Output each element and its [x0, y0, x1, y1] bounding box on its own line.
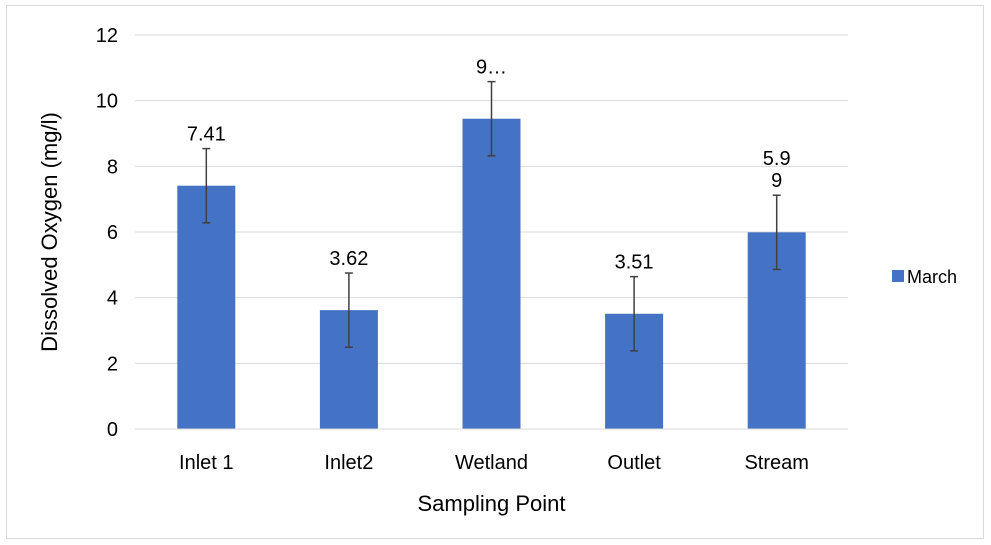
bars: [177, 118, 806, 429]
x-tick-label: Inlet 1: [179, 452, 233, 474]
legend-swatch: [892, 270, 904, 282]
data-label-line: 7.41: [187, 124, 226, 146]
error-bars: [202, 80, 781, 352]
data-label-line: 9…: [476, 57, 507, 79]
legend-label: March: [907, 267, 957, 287]
data-label-line: 5.9: [763, 148, 791, 170]
x-axis-title: Sampling Point: [418, 491, 566, 516]
legend: March: [892, 267, 957, 287]
x-tick-label: Inlet2: [324, 452, 373, 474]
data-label-line: 3.51: [615, 252, 654, 274]
y-axis-title: Dissolved Oxygen (mg/l): [37, 112, 62, 352]
y-tick-label: 6: [107, 222, 118, 244]
x-tick-label: Wetland: [455, 452, 528, 474]
y-axis-ticks: 0 2 4 6 8 10 12: [96, 25, 118, 441]
data-label: 3.51: [615, 252, 654, 274]
y-tick-label: 10: [96, 91, 118, 113]
data-label-line: 9: [771, 170, 782, 192]
y-tick-label: 12: [96, 25, 118, 47]
x-axis-ticks: Inlet 1 Inlet2 Wetland Outlet Stream: [179, 452, 809, 474]
data-labels: 7.41 3.62 9… 3.51 5.9 9: [187, 57, 791, 274]
data-label: 7.41: [187, 124, 226, 146]
y-tick-label: 2: [107, 353, 118, 375]
data-label: 3.62: [329, 248, 368, 270]
x-tick-label: Outlet: [607, 452, 661, 474]
data-label: 9…: [476, 57, 507, 79]
bar: [462, 118, 521, 429]
bar: [177, 185, 236, 429]
y-tick-label: 0: [107, 419, 118, 441]
y-tick-label: 4: [107, 288, 118, 310]
data-label: 5.9 9: [763, 148, 791, 192]
y-tick-label: 8: [107, 156, 118, 178]
x-tick-label: Stream: [744, 452, 808, 474]
data-label-line: 3.62: [329, 248, 368, 270]
